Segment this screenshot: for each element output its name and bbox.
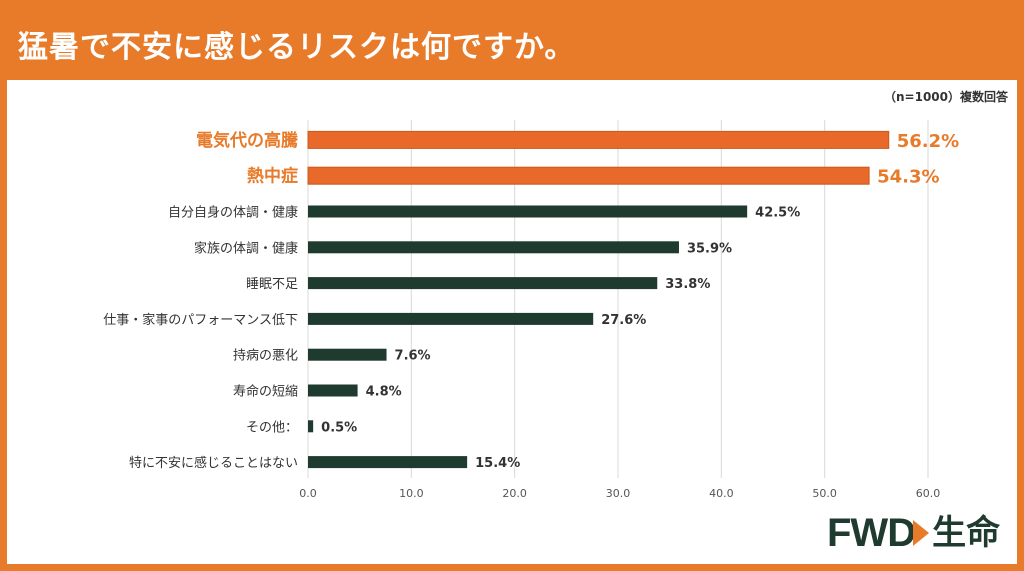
data-label: 33.8% bbox=[665, 277, 710, 292]
category-label: 電気代の高騰 bbox=[196, 130, 299, 151]
data-label: 15.4% bbox=[475, 456, 520, 471]
page-title: 猛暑で不安に感じるリスクは何ですか。 bbox=[18, 30, 576, 65]
data-label: 56.2% bbox=[897, 131, 959, 152]
x-tick-label: 40.0 bbox=[709, 487, 734, 500]
play-icon bbox=[913, 520, 930, 546]
logo-text-ja: 生命 bbox=[932, 513, 1001, 553]
category-label: その他： bbox=[246, 420, 298, 435]
header-bar: 猛暑で不安に感じるリスクは何ですか。 bbox=[0, 0, 1024, 80]
x-tick-label: 0.0 bbox=[299, 487, 317, 500]
x-tick-label: 10.0 bbox=[399, 487, 424, 500]
category-label: 特に不安に感じることはない bbox=[129, 455, 298, 471]
sample-note: （n=1000）複数回答 bbox=[884, 90, 1008, 104]
bar bbox=[308, 205, 748, 218]
bar bbox=[308, 420, 314, 433]
fwd-logo: FWD 生命 bbox=[827, 510, 1000, 556]
bar bbox=[307, 166, 870, 185]
data-label: 42.5% bbox=[755, 206, 800, 221]
data-label: 7.6% bbox=[395, 349, 431, 364]
bar bbox=[308, 348, 387, 361]
bar bbox=[308, 312, 594, 325]
x-tick-label: 30.0 bbox=[606, 487, 631, 500]
category-label: 自分自身の体調・健康 bbox=[168, 205, 298, 221]
bar bbox=[308, 384, 358, 397]
category-label: 熱中症 bbox=[247, 166, 298, 187]
data-label: 27.6% bbox=[601, 313, 646, 328]
category-label: 寿命の短縮 bbox=[233, 384, 298, 400]
category-label: 睡眠不足 bbox=[246, 277, 298, 292]
bar bbox=[307, 130, 890, 149]
logo-text-fwd: FWD bbox=[827, 511, 916, 555]
bar bbox=[308, 241, 679, 254]
x-tick-label: 50.0 bbox=[812, 487, 837, 500]
x-tick-label: 60.0 bbox=[916, 487, 941, 500]
bar bbox=[308, 277, 658, 290]
data-label: 35.9% bbox=[687, 241, 732, 256]
data-label: 0.5% bbox=[321, 420, 357, 435]
category-label: 家族の体調・健康 bbox=[194, 240, 298, 256]
bar bbox=[308, 456, 468, 469]
category-label: 仕事・家事のパフォーマンス低下 bbox=[103, 312, 298, 328]
data-label: 54.3% bbox=[877, 167, 939, 188]
data-label: 4.8% bbox=[366, 385, 402, 400]
category-label: 持病の悪化 bbox=[233, 349, 298, 364]
x-tick-label: 20.0 bbox=[502, 487, 527, 500]
